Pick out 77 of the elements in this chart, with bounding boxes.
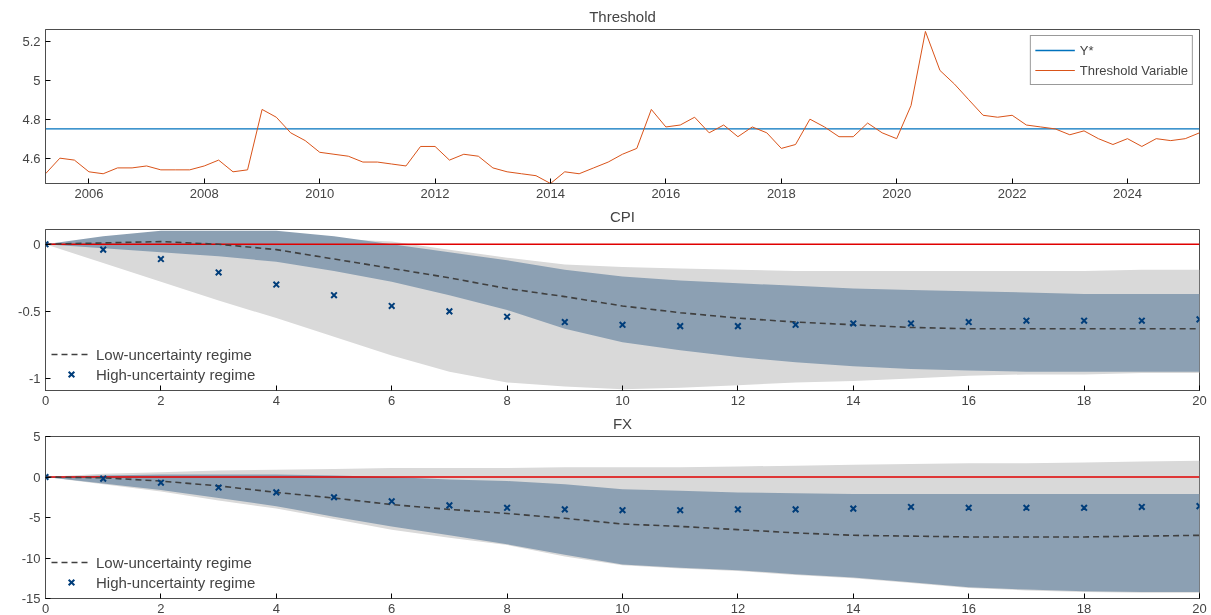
chart-title: CPI — [610, 207, 636, 225]
line-series — [45, 30, 1200, 184]
y-tick-label: 5.2 — [22, 33, 41, 49]
point — [272, 280, 281, 289]
x-tick-label: 16 — [961, 392, 976, 408]
legend-label: Threshold Variable — [1079, 62, 1188, 78]
x-tick-label: 14 — [846, 392, 861, 408]
point — [618, 320, 627, 329]
x-tick-label: 14 — [846, 600, 861, 615]
line-series — [45, 476, 1200, 538]
x-tick-label: 2020 — [882, 185, 912, 201]
y-tick-label: -5 — [28, 510, 41, 525]
x-tick-label: 2008 — [189, 185, 219, 201]
x-tick-label: 2012 — [420, 185, 450, 201]
point — [791, 505, 800, 514]
point — [387, 302, 396, 310]
x-tick-label: 2016 — [651, 185, 681, 201]
point — [503, 312, 511, 321]
y-tick-label: -1 — [28, 370, 41, 386]
x-tick-label: 6 — [388, 600, 396, 615]
point — [1022, 316, 1031, 325]
x-tick-label: 2024 — [1113, 185, 1142, 201]
x-tick-label: 10 — [615, 392, 630, 408]
x-tick-label: 18 — [1076, 600, 1092, 615]
x-tick-label: 18 — [1076, 392, 1092, 408]
x-tick-label: 20 — [1192, 600, 1207, 615]
x-tick-label: 6 — [388, 392, 396, 408]
y-tick-label: -10 — [21, 550, 41, 566]
x-tick-label: 2010 — [305, 185, 335, 201]
legend-label: High-uncertainty regime — [96, 573, 256, 591]
x-tick-label: 16 — [961, 600, 976, 615]
point — [445, 307, 454, 316]
point — [99, 245, 108, 254]
x-tick-label: 2014 — [536, 185, 565, 201]
y-tick-label: 0 — [33, 469, 41, 485]
x-tick-label: 2022 — [997, 185, 1027, 201]
y-tick-label: -15 — [21, 591, 41, 606]
point — [618, 506, 627, 515]
point — [272, 488, 281, 497]
point — [99, 474, 108, 483]
y-tick-label: 5 — [33, 72, 41, 88]
y-tick-label: 0 — [33, 236, 41, 252]
x-tick-label: 4 — [272, 392, 280, 408]
x-tick-label: 12 — [730, 600, 746, 615]
point — [676, 506, 685, 515]
point — [445, 501, 454, 510]
x-tick-label: 20 — [1192, 392, 1207, 408]
point — [907, 319, 915, 328]
point — [214, 268, 223, 277]
x-tick-label: 2018 — [766, 185, 796, 201]
point — [964, 318, 973, 326]
x-tick-label: 10 — [615, 600, 630, 615]
point — [1080, 316, 1088, 325]
legend-label: Y* — [1079, 42, 1095, 58]
point — [1022, 503, 1031, 512]
y-tick-label: 4.8 — [22, 111, 41, 127]
point — [560, 505, 569, 514]
point — [849, 504, 858, 513]
legend-label: High-uncertainty regime — [96, 365, 256, 383]
chart-title: Threshold — [589, 7, 656, 25]
point — [387, 497, 396, 506]
x-tick-label: 2 — [157, 600, 165, 615]
y-tick-label: -0.5 — [18, 303, 41, 319]
y-tick-label: 5 — [33, 429, 41, 444]
y-tick-label: 4.6 — [22, 150, 41, 166]
x-tick-label: 12 — [730, 392, 746, 408]
x-tick-label: 8 — [503, 392, 511, 408]
chart-title: FX — [612, 414, 633, 432]
x-tick-label: 4 — [272, 600, 280, 615]
point — [849, 319, 858, 328]
point — [791, 320, 800, 329]
x-tick-label: 2 — [157, 392, 165, 408]
legend-label: Low-uncertainty regime — [96, 553, 252, 571]
legend-label: Low-uncertainty regime — [96, 345, 252, 363]
x-tick-label: 2006 — [74, 185, 104, 201]
point — [214, 483, 223, 492]
x-tick-label: 8 — [503, 600, 511, 615]
